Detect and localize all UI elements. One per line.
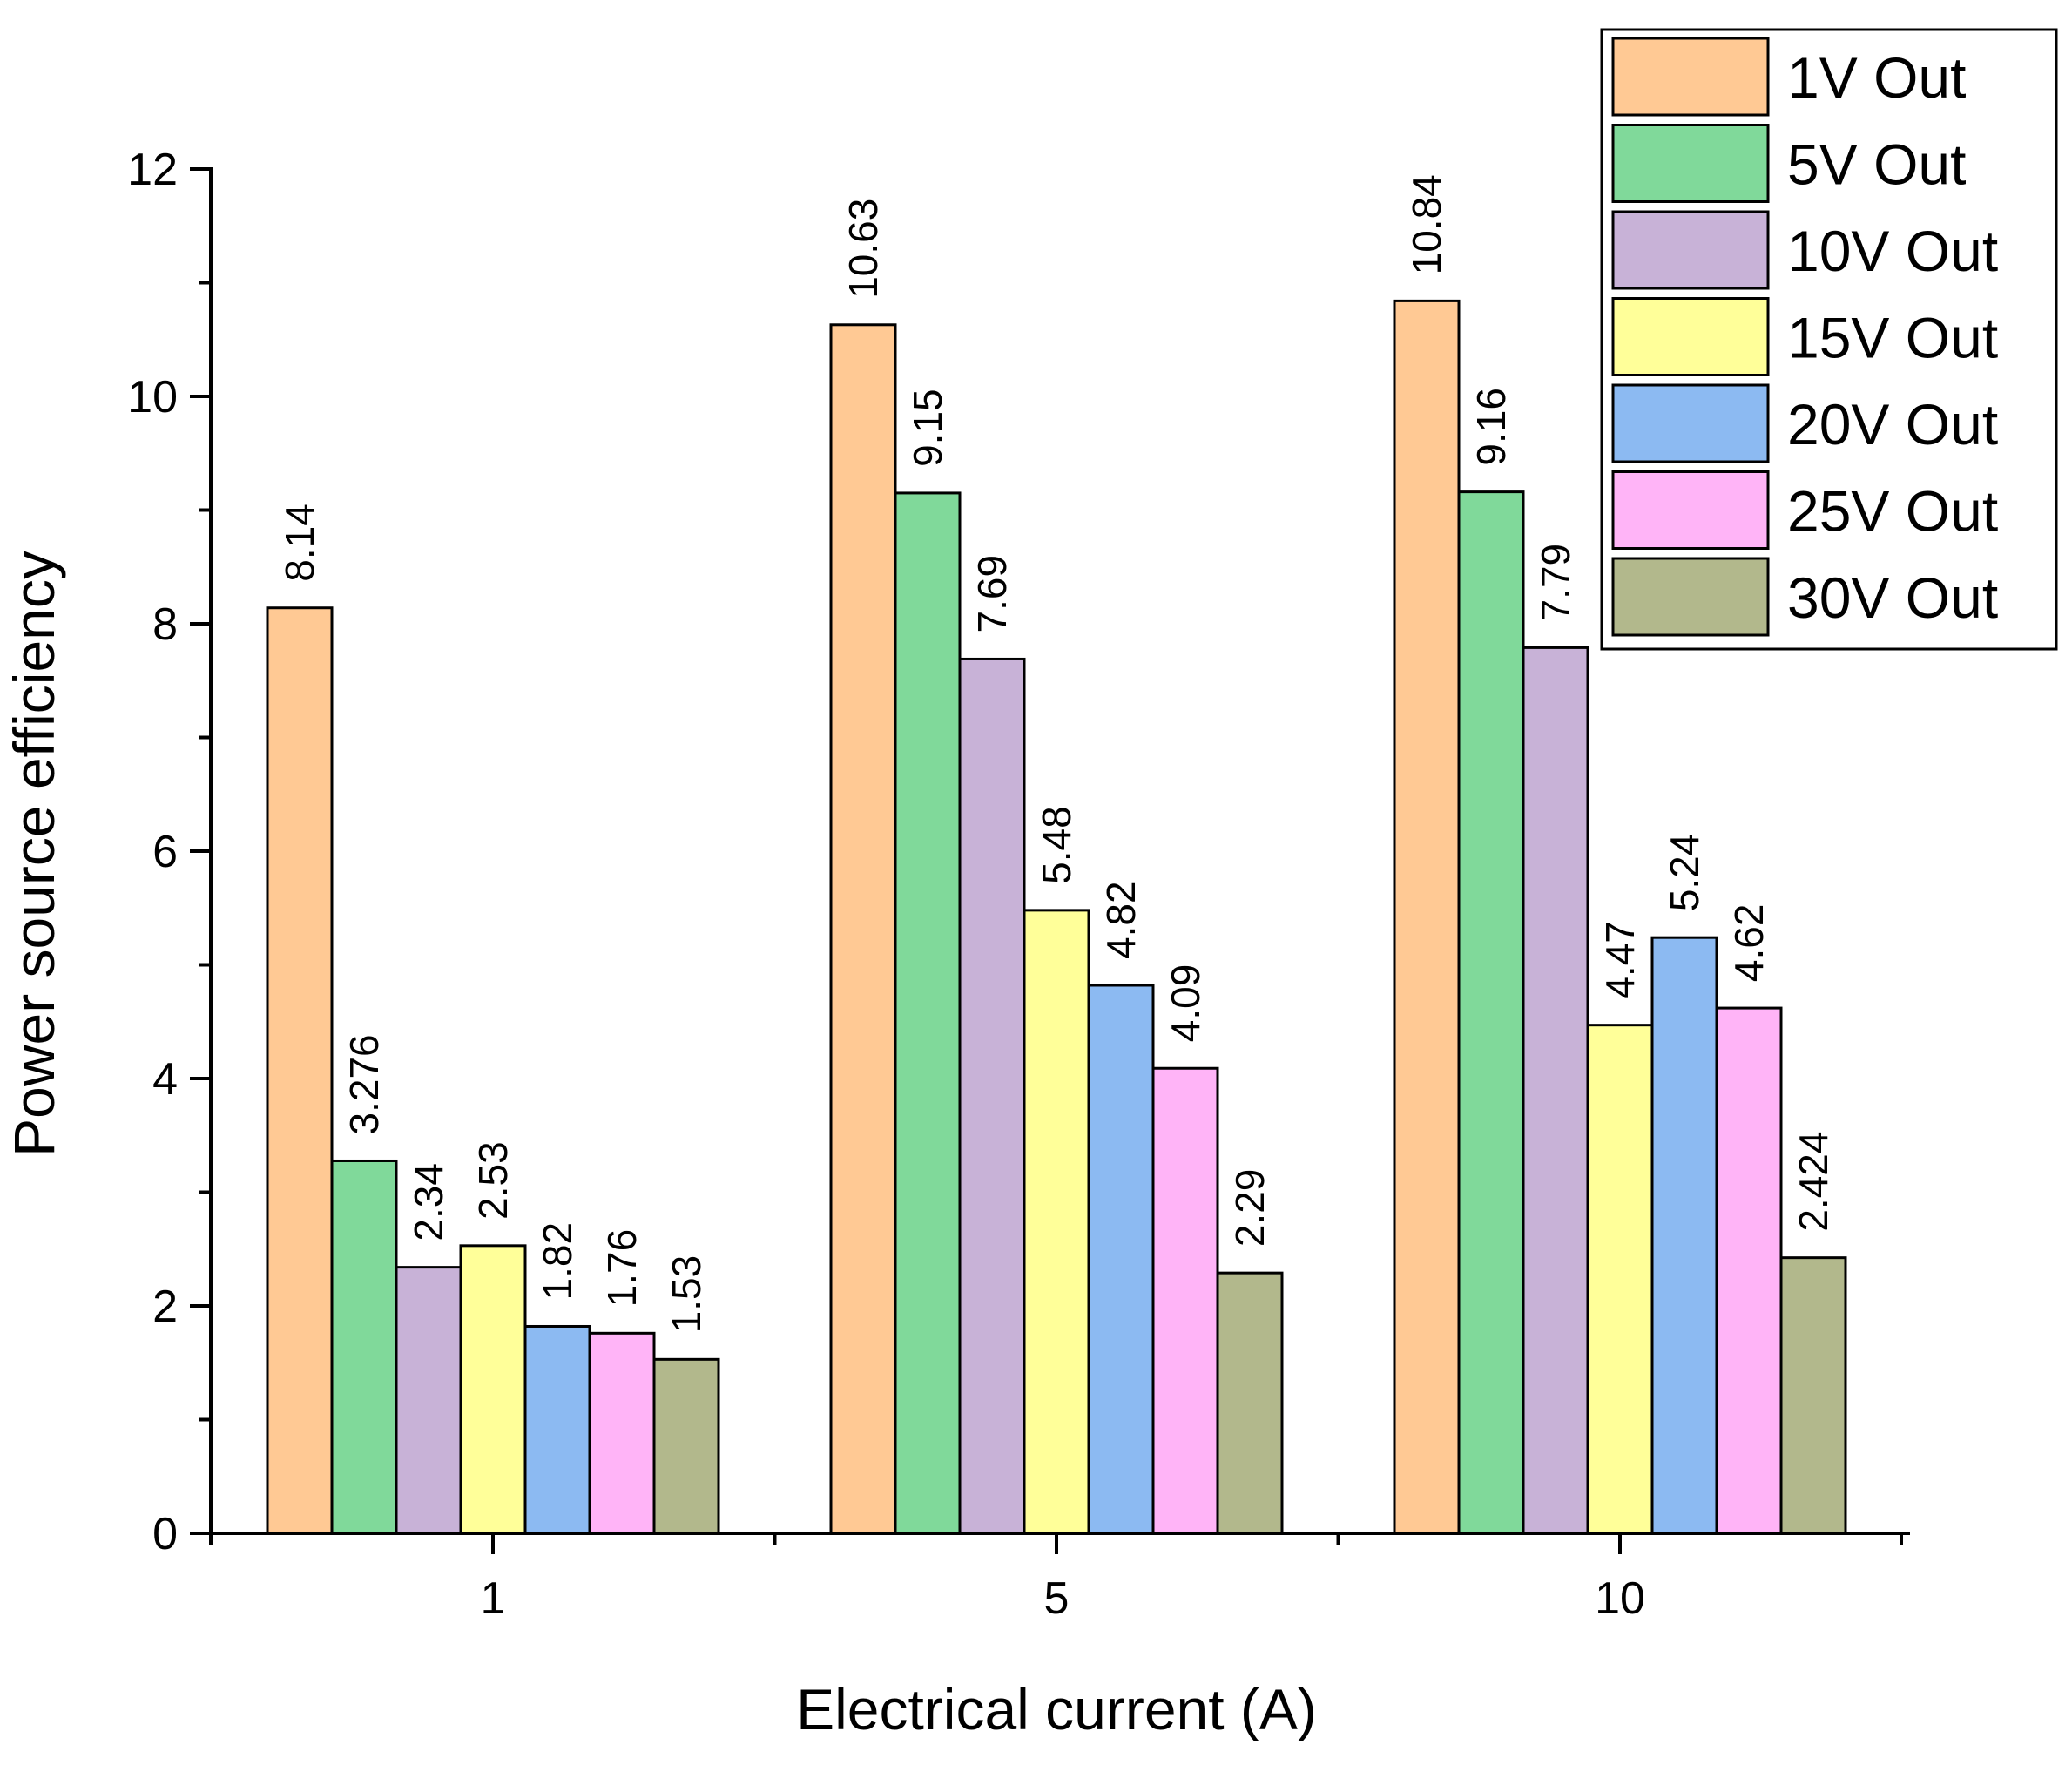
bar-1v-out-1 [266,606,334,1535]
data-label: 8.14 [277,504,322,582]
y-tick-label: 12 [127,145,178,195]
legend-label: 1V Out [1787,45,1966,110]
data-label: 7.69 [969,555,1015,633]
data-labels-group: 8.14 3.276 2.34 2.53 1.82 1.76 1.53 10.63 9.15 7.… [277,174,1836,1333]
bars-group [266,299,1847,1535]
bar-15v-out-5 [1023,909,1090,1535]
legend-swatch-5v-out [1611,124,1770,203]
bar-5v-out-1 [330,1159,398,1535]
data-label: 2.29 [1227,1169,1272,1248]
legend-label: 10V Out [1787,219,1998,283]
bar-10v-out-1 [395,1266,462,1535]
data-label: 4.09 [1163,964,1208,1043]
data-label: 5.24 [1662,834,1707,912]
y-tick-label: 4 [152,1054,178,1105]
bar-30v-out-10 [1779,1256,1847,1535]
legend: 1V Out 5V Out 10V Out 15V Out 20V Out 25V Out… [1600,28,2058,651]
legend-swatch-1v-out [1611,37,1770,117]
y-axis-title: Power source efficiency [2,551,66,1157]
data-label: 10.84 [1404,174,1449,274]
bar-20v-out-5 [1087,984,1155,1535]
y-tick-label: 0 [152,1509,178,1559]
bar-25v-out-1 [588,1331,656,1535]
data-label: 2.424 [1791,1132,1836,1232]
bar-15v-out-1 [459,1244,527,1535]
bar-30v-out-1 [652,1357,720,1535]
data-label: 9.15 [905,389,950,467]
y-tick-label: 8 [152,599,178,650]
legend-label: 30V Out [1787,565,1998,630]
data-label: 9.16 [1468,388,1514,466]
legend-swatch-15v-out [1611,297,1770,376]
legend-label: 25V Out [1787,479,1998,544]
bar-20v-out-1 [523,1324,591,1535]
bar-15v-out-10 [1586,1024,1654,1535]
bar-1v-out-5 [829,323,897,1535]
data-label: 2.34 [406,1163,451,1241]
legend-swatch-10v-out [1611,210,1770,290]
bar-25v-out-5 [1151,1066,1219,1535]
bar-25v-out-10 [1715,1006,1783,1535]
legend-swatch-30v-out [1611,557,1770,637]
bar-10v-out-5 [958,657,1026,1535]
y-tick-label: 10 [127,372,178,423]
x-tick-label: 10 [1595,1573,1645,1624]
legend-swatch-25v-out [1611,470,1770,550]
bar-5v-out-10 [1457,490,1525,1535]
data-label: 4.62 [1726,904,1772,983]
bar-10v-out-10 [1522,646,1589,1535]
legend-label: 5V Out [1787,132,1966,197]
x-axis-title: Electrical current (A) [796,1677,1317,1741]
data-label: 1.82 [535,1222,580,1301]
legend-label: 20V Out [1787,392,1998,456]
y-tick-label: 2 [152,1281,178,1332]
data-label: 10.63 [840,199,886,299]
x-tick-label: 5 [1044,1573,1070,1624]
data-label: 1.53 [664,1255,709,1334]
axes-group: 0 2 4 6 8 10 12 1 5 10 [127,145,1910,1624]
x-tick-label: 1 [481,1573,506,1624]
data-label: 1.76 [599,1229,645,1308]
bar-20v-out-10 [1650,936,1718,1535]
data-label: 3.276 [341,1034,387,1134]
data-label: 5.48 [1034,806,1079,884]
legend-swatch-20v-out [1611,383,1770,463]
data-label: 4.47 [1597,921,1643,999]
bar-30v-out-5 [1216,1271,1284,1535]
y-tick-label: 6 [152,827,178,877]
data-label: 7.79 [1533,544,1578,622]
legend-label: 15V Out [1787,306,1998,370]
bar-1v-out-10 [1393,299,1461,1535]
data-label: 4.82 [1098,881,1144,959]
data-label: 2.53 [470,1141,516,1220]
bar-5v-out-5 [894,491,962,1535]
